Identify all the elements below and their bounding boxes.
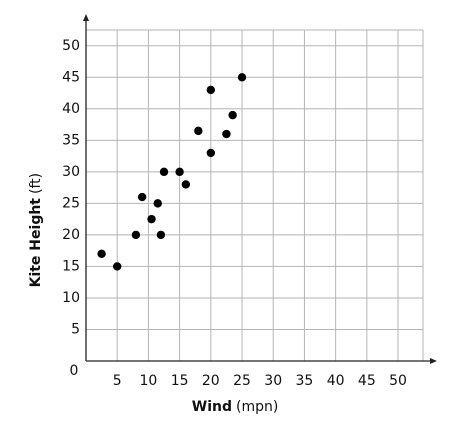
point — [147, 214, 156, 224]
x-tick-label: 10 — [139, 373, 157, 389]
y-tick-label: 45 — [62, 69, 80, 85]
y-tick-label: 10 — [62, 290, 80, 306]
x-tick-label: 45 — [358, 373, 376, 389]
point — [228, 110, 237, 120]
point — [159, 167, 169, 177]
point — [153, 199, 162, 208]
x-tick-label: 40 — [327, 373, 345, 389]
x-tick-label: 15 — [171, 373, 189, 389]
y-axis-unit: (ft) — [28, 173, 44, 194]
x-tick-label: 35 — [296, 373, 314, 389]
point — [97, 249, 106, 259]
y-tick-label: 30 — [62, 164, 80, 180]
y-tick-label: 25 — [62, 195, 80, 211]
point — [181, 180, 191, 189]
point — [156, 230, 166, 240]
x-tick-label: 30 — [264, 373, 282, 389]
point — [175, 167, 184, 177]
y-tick-label: 20 — [62, 227, 80, 243]
x-axis-arrow — [430, 358, 437, 364]
x-tick-label: 50 — [389, 373, 407, 389]
y-axis-arrow — [83, 14, 89, 21]
point — [113, 262, 122, 271]
y-tick-label: 50 — [62, 38, 80, 54]
x-tick-label: 25 — [233, 373, 251, 389]
point — [131, 230, 141, 240]
point — [206, 85, 216, 95]
y-axis-label: Kite Height — [28, 198, 44, 288]
y-tick-label: 5 — [71, 321, 80, 337]
x-axis-unit: (mpn) — [236, 399, 278, 415]
x-axis-label: Wind — [192, 399, 232, 415]
x-tick-label: 20 — [202, 373, 220, 389]
point — [137, 192, 147, 202]
y-tick-label: 15 — [62, 258, 80, 274]
point — [194, 126, 203, 136]
y-tick-label: 35 — [62, 132, 80, 148]
y-tick-label: 40 — [62, 101, 80, 117]
point — [222, 129, 231, 139]
point — [237, 73, 247, 82]
y-tick-label: 0 — [70, 363, 79, 379]
x-tick-label: 5 — [113, 373, 122, 389]
point — [206, 148, 216, 158]
